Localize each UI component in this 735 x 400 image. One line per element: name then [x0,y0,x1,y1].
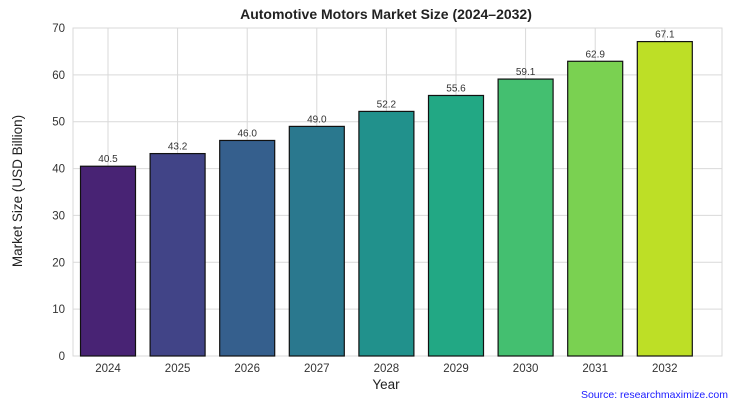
bar-2032 [636,40,693,357]
bar-2030 [497,78,554,357]
y-tick-label: 10 [52,304,65,316]
data-labels: 40.5 43.2 46.0 49.0 52.2 55.6 59.1 62.9 67.1 [98,30,675,166]
bars [79,40,693,357]
x-tick-label: 2026 [234,363,260,375]
x-axis-ticks: 2024 2025 2026 2027 2028 2029 2030 2031 2032 [95,363,677,375]
bar-2031 [567,60,624,357]
x-tick-label: 2030 [513,363,539,375]
bar-value-label: 59.1 [516,67,536,78]
x-tick-label: 2025 [165,363,191,375]
y-tick-label: 40 [52,164,65,176]
x-tick-label: 2029 [443,363,469,375]
bar-2029 [427,94,485,357]
bar-value-label: 43.2 [168,142,188,153]
x-tick-label: 2031 [582,363,608,375]
y-tick-label: 30 [52,210,65,222]
y-axis-title: Market Size (USD Billion) [10,115,25,267]
y-axis-ticks: 0 10 20 30 40 50 60 70 [52,23,65,363]
bar-2028 [358,110,415,357]
chart-title: Automotive Motors Market Size (2024–2032… [240,6,532,22]
x-tick-label: 2024 [95,363,121,375]
bar-value-label: 52.2 [377,99,397,110]
bar-value-label: 49.0 [307,114,327,125]
x-axis-title: Year [372,377,400,392]
y-tick-label: 50 [52,117,65,129]
bar-2025 [149,152,206,357]
y-tick-label: 70 [52,23,65,35]
bar-value-label: 55.6 [446,83,466,94]
bar-2026 [219,139,276,357]
y-tick-label: 0 [59,351,65,363]
bar-value-label: 46.0 [237,128,257,139]
bar-2024 [79,165,137,357]
x-tick-label: 2032 [652,363,678,375]
bar-2027 [288,125,345,357]
bar-value-label: 40.5 [98,154,118,165]
x-tick-label: 2027 [304,363,330,375]
bar-value-label: 62.9 [585,49,605,60]
x-tick-label: 2028 [374,363,400,375]
bar-value-label: 67.1 [655,30,675,41]
y-tick-label: 20 [52,257,65,269]
source-note: Source: researchmaximize.com [581,389,728,400]
y-tick-label: 60 [52,70,65,82]
